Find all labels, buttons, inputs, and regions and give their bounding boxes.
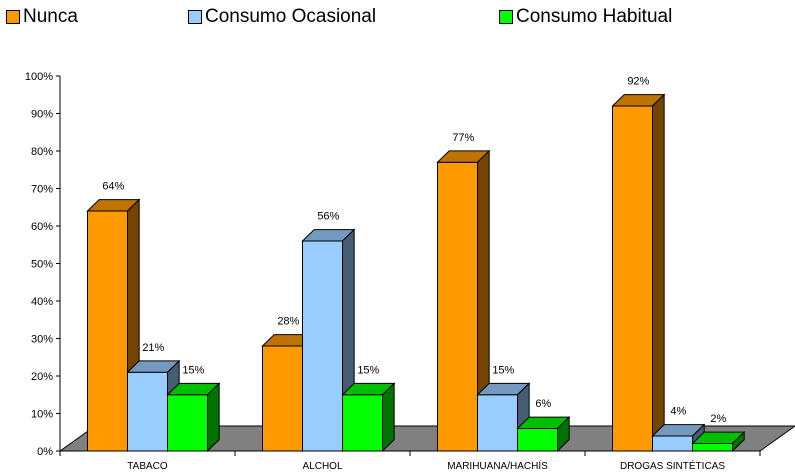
y-tick-label: 80%: [31, 146, 53, 158]
x-tick-label: DROGAS SINTÉTICAS: [620, 459, 725, 472]
legend-label-consumo-habitual: Consumo Habitual: [516, 6, 673, 27]
x-tick-label: TABACO: [127, 461, 168, 472]
bar-side-consumo-habitual-marihuana-hachis: [557, 415, 570, 453]
x-tick-label: ALCHOL: [302, 461, 342, 472]
legend-swatch-consumo-habitual: [499, 10, 513, 24]
data-label-consumo-habitual-drogas-sinteticas: 2%: [710, 413, 726, 425]
legend-swatch-nunca: [6, 10, 20, 24]
bar-side-consumo-habitual-alchol: [382, 382, 395, 453]
bar-consumo-habitual-marihuana-hachis: [517, 428, 558, 452]
y-tick-label: 90%: [31, 109, 53, 121]
bar-consumo-habitual-tabaco: [167, 394, 208, 452]
y-tick-label: 70%: [31, 184, 53, 196]
bar-nunca-drogas-sinteticas: [612, 105, 653, 452]
bar-consumo-ocasional-marihuana-hachis: [477, 394, 518, 452]
y-tick-label: 30%: [31, 334, 53, 346]
bar-consumo-ocasional-alchol: [302, 240, 343, 452]
legend: Nunca Consumo Ocasional Consumo Habitual: [6, 6, 766, 30]
bar-nunca-marihuana-hachis: [437, 161, 478, 452]
data-label-consumo-ocasional-tabaco: 21%: [142, 342, 164, 354]
y-tick-label: 10%: [31, 409, 53, 421]
y-tick-label: 50%: [31, 259, 53, 271]
data-label-nunca-alchol: 28%: [277, 316, 299, 328]
legend-label-nunca: Nunca: [23, 6, 78, 27]
x-tick-label: MARIHUANA/HACHÍS: [447, 459, 548, 472]
legend-label-consumo-ocasional: Consumo Ocasional: [205, 6, 377, 27]
bar-consumo-habitual-drogas-sinteticas: [692, 443, 733, 452]
data-label-consumo-habitual-tabaco: 15%: [182, 364, 204, 376]
bar-nunca-alchol: [262, 345, 303, 452]
y-tick-label: 40%: [31, 296, 53, 308]
data-label-consumo-ocasional-marihuana-hachis: 15%: [492, 364, 514, 376]
data-label-nunca-tabaco: 64%: [102, 181, 124, 193]
legend-item-nunca: Nunca: [6, 6, 78, 28]
data-label-nunca-drogas-sinteticas: 92%: [627, 76, 649, 88]
y-tick-label: 100%: [25, 71, 53, 83]
bar-side-nunca-drogas-sinteticas: [652, 93, 665, 453]
data-label-consumo-ocasional-alchol: 56%: [317, 211, 339, 223]
data-label-consumo-habitual-alchol: 15%: [357, 364, 379, 376]
bar-side-consumo-habitual-drogas-sinteticas: [732, 430, 745, 453]
y-tick-label: 20%: [31, 371, 53, 383]
data-label-nunca-marihuana-hachis: 77%: [452, 132, 474, 144]
legend-swatch-consumo-ocasional: [188, 10, 202, 24]
legend-item-consumo-ocasional: Consumo Ocasional: [188, 6, 376, 28]
data-label-consumo-ocasional-drogas-sinteticas: 4%: [670, 406, 686, 418]
bar-consumo-habitual-alchol: [342, 394, 383, 452]
y-tick-label: 0%: [37, 446, 53, 458]
bar-nunca-tabaco: [87, 210, 128, 452]
data-label-consumo-habitual-marihuana-hachis: 6%: [535, 398, 551, 410]
bar-side-consumo-habitual-tabaco: [207, 382, 220, 453]
bar-consumo-ocasional-drogas-sinteticas: [652, 435, 693, 452]
bar-consumo-ocasional-tabaco: [127, 371, 168, 452]
legend-item-consumo-habitual: Consumo Habitual: [499, 6, 672, 28]
y-tick-label: 60%: [31, 221, 53, 233]
